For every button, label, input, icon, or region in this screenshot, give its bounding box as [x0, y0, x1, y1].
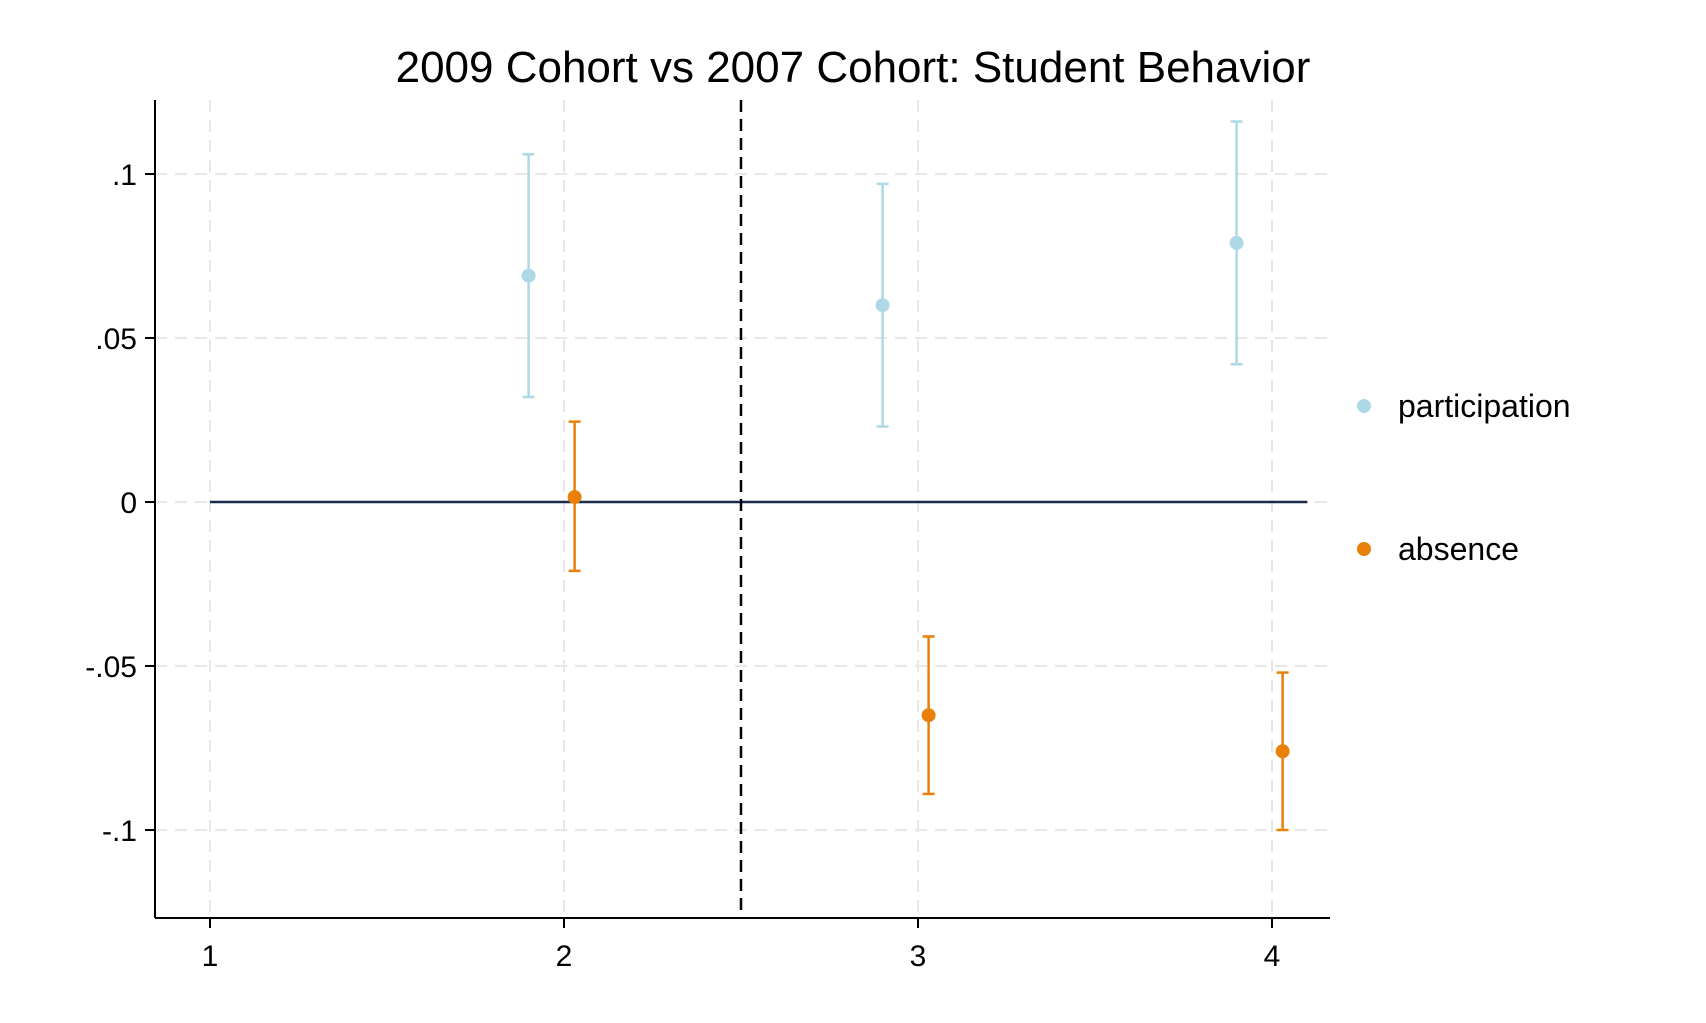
- x-tick-label-0: 1: [202, 940, 219, 973]
- data-marks: [521, 120, 1290, 832]
- y-tick-label-3: -.05: [85, 651, 137, 684]
- y-tick-label-0: .1: [112, 159, 137, 192]
- legend-label-absence: absence: [1398, 531, 1519, 567]
- point-absence-1: [921, 708, 936, 723]
- x-tick-label-1: 2: [556, 940, 573, 973]
- legend-label-participation: participation: [1398, 388, 1571, 424]
- y-tick-label-1: .05: [95, 323, 137, 356]
- y-tick-label-2: 0: [120, 487, 137, 520]
- point-participation-1: [875, 298, 890, 313]
- legend: participation absence: [1357, 388, 1571, 567]
- axes: [154, 100, 1330, 919]
- x-tick-label-3: 4: [1264, 940, 1281, 973]
- y-tick-label-4: -.1: [102, 815, 137, 848]
- point-absence-0: [567, 490, 582, 505]
- grid: [155, 100, 1330, 918]
- point-absence-2: [1275, 744, 1290, 759]
- ticks: .1 .05 0 -.05 -.1 1 2 3 4: [85, 159, 1280, 973]
- reference-lines: [210, 100, 1308, 918]
- point-participation-2: [1229, 235, 1244, 250]
- chart-title: 2009 Cohort vs 2007 Cohort: Student Beha…: [396, 43, 1311, 92]
- legend-marker-absence: [1357, 542, 1371, 556]
- x-tick-label-2: 3: [910, 940, 927, 973]
- legend-marker-participation: [1357, 399, 1371, 413]
- point-participation-0: [521, 268, 536, 283]
